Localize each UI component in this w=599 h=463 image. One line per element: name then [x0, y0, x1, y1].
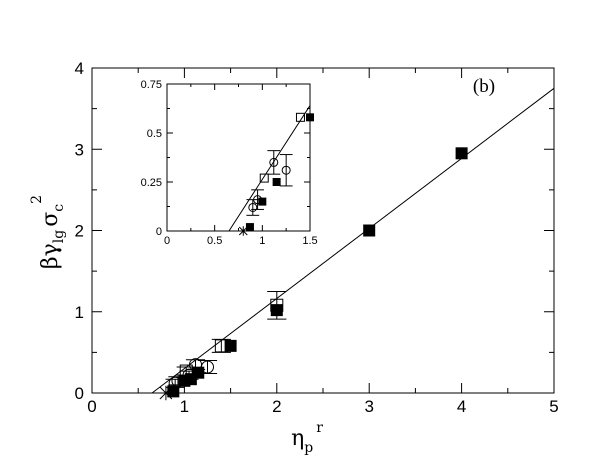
y-label-prefix: βγ	[38, 243, 63, 269]
inset-point-filled-square	[306, 113, 314, 122]
inset-point-filled-square	[258, 197, 267, 206]
main-data-layer	[151, 87, 555, 401]
main-point-filled-square	[363, 224, 376, 237]
inset-point-filled-square	[272, 178, 281, 186]
y-label-sup: 2	[29, 195, 45, 204]
main-axis-ticks: 0 1 2 3 4 5 0 1 2 3 4	[75, 59, 559, 416]
main-x-tick-label: 0	[87, 397, 96, 416]
inset-point-open-circle	[248, 202, 258, 212]
inset-x-tick-label: 0.5	[207, 235, 222, 247]
inset-point-open-circle	[253, 195, 263, 205]
inset-point-open-circle	[269, 157, 279, 167]
main-point-star	[159, 385, 173, 401]
main-point-open-circle	[171, 374, 185, 388]
y-label-mid: σ	[38, 212, 63, 227]
main-x-tick-label: 5	[549, 397, 558, 416]
inset-point-filled-square	[245, 223, 254, 232]
x-label-symbol: η	[291, 426, 304, 451]
main-y-tick-label: 2	[75, 222, 84, 241]
inset-x-tick-label: 1	[259, 235, 265, 247]
main-y-tick-label: 1	[75, 303, 84, 322]
main-y-tick-label: 4	[75, 59, 84, 78]
panel-label: (b)	[473, 76, 495, 97]
main-x-tick-label: 2	[272, 397, 281, 416]
x-label-sup: r	[316, 420, 323, 436]
inset-point-open-square	[259, 173, 269, 183]
x-axis-label: ηpr	[291, 420, 323, 456]
inset-y-tick-label: 0	[156, 226, 162, 238]
inset-x-tick-label: 0	[164, 235, 170, 247]
y-axis-label: βγlg σc2	[29, 195, 67, 269]
main-x-tick-label: 3	[364, 397, 373, 416]
inset-data-layer	[228, 105, 314, 236]
x-label-sub: p	[304, 440, 313, 456]
inset-y-tick-label: 0.5	[147, 128, 162, 140]
inset-plot-frame	[166, 83, 311, 232]
main-y-tick-label: 3	[75, 140, 84, 159]
y-label-sub2: c	[51, 204, 67, 212]
main-point-filled-square	[224, 339, 237, 352]
main-point-filled-square	[455, 147, 468, 160]
inset-y-tick-label: 0.25	[141, 177, 162, 189]
inset-point-open-circle	[281, 165, 291, 175]
main-point-open-square	[214, 339, 228, 353]
main-y-tick-label: 0	[75, 384, 84, 403]
main-x-tick-label: 1	[180, 397, 189, 416]
main-point-open-circle	[201, 360, 214, 374]
inset-x-tick-label: 1.5	[302, 235, 317, 247]
inset-fit-line	[228, 105, 311, 232]
inset-point-open-square	[295, 112, 305, 122]
inset-axis-ticks: 0 0.5 1 1.5 0 0.25 0.5 0.75	[141, 79, 318, 247]
main-fit-line	[151, 87, 555, 394]
inset-y-tick-label: 0.75	[141, 79, 162, 91]
inset-point-star	[238, 226, 248, 236]
main-x-tick-label: 4	[457, 397, 466, 416]
main-point-open-square	[270, 298, 284, 312]
y-label-sub1: lg	[51, 230, 67, 243]
